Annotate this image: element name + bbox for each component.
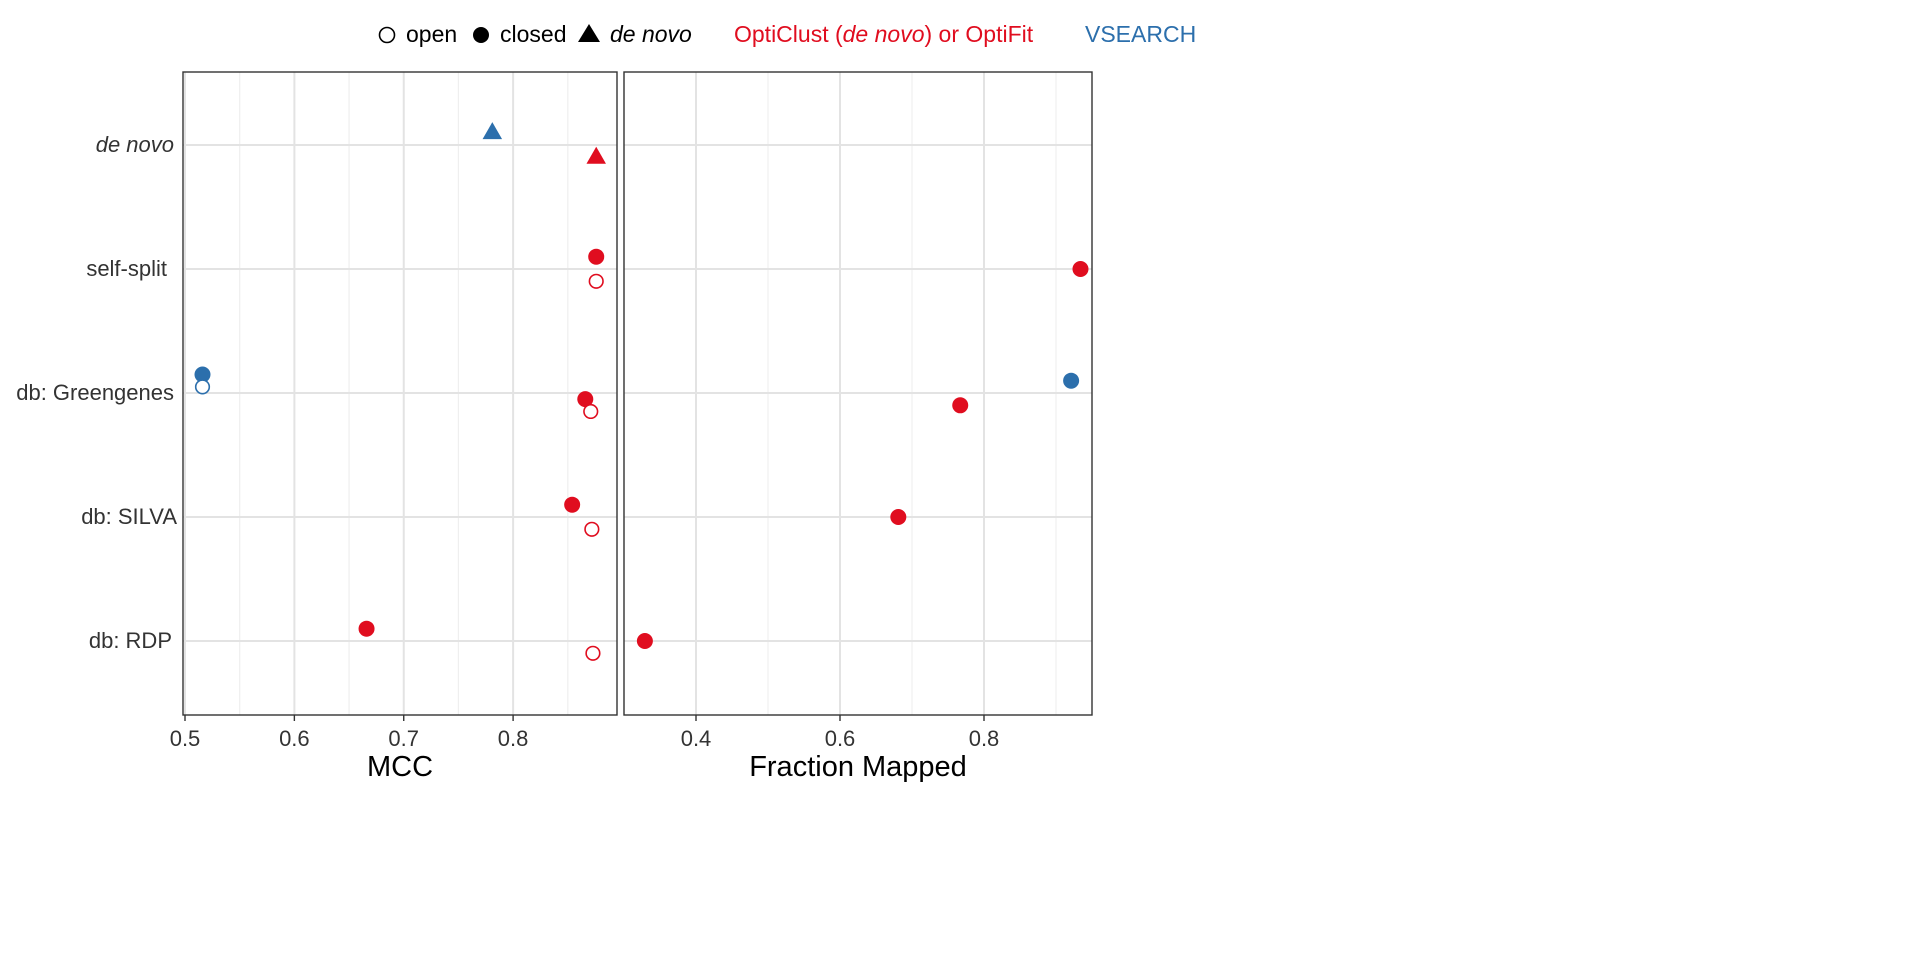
- fraction-point-opticlust-closed: [1072, 261, 1088, 277]
- legend-label-opticlust: OptiClust (de novo) or OptiFit: [734, 21, 1034, 47]
- ytick-label-rdp: db: RDP: [89, 628, 172, 653]
- mcc-tick-label: 0.6: [279, 726, 310, 751]
- fraction-x-axis-title: Fraction Mapped: [749, 751, 967, 783]
- mcc-point-opticlust-open: [584, 405, 598, 419]
- fraction-point-opticlust-closed: [952, 397, 968, 413]
- fraction-tick-label: 0.6: [825, 726, 856, 751]
- mcc-point-opticlust-open: [589, 275, 603, 289]
- mcc-point-opticlust-closed: [359, 621, 375, 637]
- y-axis-labels: de novo self-split db: Greengenes db: SI…: [16, 132, 177, 653]
- mcc-point-opticlust-closed: [588, 249, 604, 265]
- fraction-point-opticlust-closed: [637, 633, 653, 649]
- mcc-points: [194, 122, 605, 660]
- mcc-point-opticlust-de-novo: [586, 147, 606, 164]
- fraction-point-opticlust-closed: [890, 509, 906, 525]
- mcc-point-vsearch-open: [196, 380, 210, 394]
- fraction-tick-label: 0.8: [969, 726, 1000, 751]
- legend-opticlust-part-2: de novo: [843, 21, 925, 47]
- mcc-x-axis-title: MCC: [367, 751, 433, 783]
- fraction-gridlines: [624, 72, 1092, 715]
- legend: open closed de novo OptiClust (de novo) …: [380, 21, 1197, 47]
- ytick-label-self-split: self-split: [86, 256, 167, 281]
- legend-opticlust-part-1: OptiClust (: [734, 21, 843, 47]
- fraction-x-ticks: 0.4 0.6 0.8: [681, 715, 1000, 751]
- legend-label-closed: closed: [500, 21, 566, 47]
- mcc-point-opticlust-open: [586, 647, 600, 661]
- legend-opticlust-part-3: ) or OptiFit: [925, 21, 1034, 47]
- legend-label-de-novo: de novo: [610, 21, 692, 47]
- panel-fraction-mapped: 0.4 0.6 0.8 Fraction Mapped: [624, 72, 1092, 783]
- mcc-point-opticlust-closed: [564, 497, 580, 513]
- ytick-label-de-novo: de novo: [96, 132, 174, 157]
- legend-open-circle-icon: [380, 28, 395, 43]
- legend-label-vsearch: VSEARCH: [1085, 21, 1196, 47]
- mcc-tick-label: 0.8: [498, 726, 529, 751]
- mcc-gridlines: [183, 72, 617, 715]
- ytick-label-greengenes: db: Greengenes: [16, 380, 174, 405]
- legend-triangle-icon: [578, 24, 600, 42]
- mcc-point-opticlust-open: [585, 523, 599, 537]
- mcc-x-ticks: 0.5 0.6 0.7 0.8: [170, 715, 529, 751]
- chart-figure: open closed de novo OptiClust (de novo) …: [0, 0, 1550, 784]
- mcc-tick-label: 0.5: [170, 726, 201, 751]
- mcc-point-vsearch-de-novo: [483, 122, 503, 139]
- panel-mcc: 0.5 0.6 0.7 0.8 MCC: [170, 72, 617, 783]
- ytick-label-silva: db: SILVA: [81, 504, 177, 529]
- fraction-point-vsearch-closed: [1063, 373, 1079, 389]
- legend-closed-circle-icon: [473, 27, 489, 43]
- fraction-tick-label: 0.4: [681, 726, 712, 751]
- mcc-tick-label: 0.7: [388, 726, 419, 751]
- fraction-points: [637, 261, 1089, 649]
- legend-label-open: open: [406, 21, 457, 47]
